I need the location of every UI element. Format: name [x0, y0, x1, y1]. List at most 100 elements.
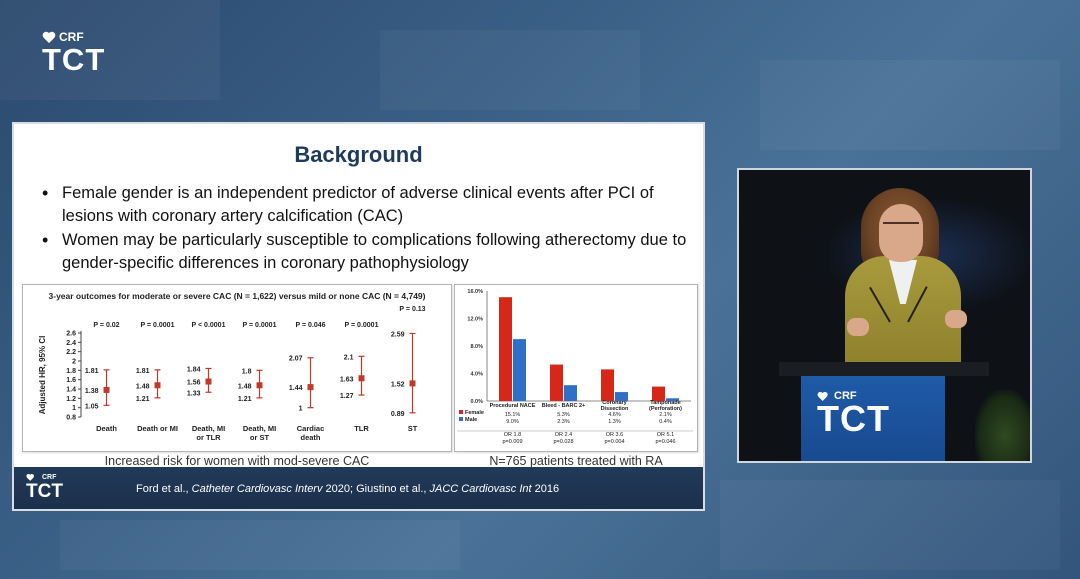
- y-tick-label: 2: [72, 359, 76, 366]
- background-tile: [720, 480, 1060, 570]
- heart-icon: [817, 392, 828, 401]
- category-label: Cardiac: [297, 424, 325, 433]
- ci-low-label: 1.33: [187, 390, 201, 397]
- bullet-item: Female gender is an independent predicto…: [36, 182, 696, 228]
- category-label: ST: [408, 424, 418, 433]
- category-label: Procedural NACE: [490, 403, 536, 409]
- slide-title: Background: [294, 142, 423, 167]
- ci-low-label: 1: [299, 406, 303, 413]
- hazard-ratio-point: [256, 382, 263, 389]
- bar-value-label: 4.6%: [608, 412, 621, 418]
- podium-top: [779, 362, 989, 376]
- y-tick-label: 1: [72, 405, 76, 412]
- bar-value-label: 0.4%: [659, 419, 672, 425]
- bar-male: [513, 339, 526, 401]
- y-tick-label: 2.2: [66, 349, 76, 356]
- y-tick-label: 1.8: [66, 368, 76, 375]
- citation-year-b: 2016: [531, 483, 560, 495]
- bar-value-label: 9.0%: [506, 419, 519, 425]
- hazard-ratio-label: 1.44: [289, 385, 303, 392]
- ci-high-label: 1.81: [85, 368, 99, 375]
- hazard-ratio-label: 1.63: [340, 376, 354, 383]
- legend-label: Male: [465, 417, 477, 423]
- speaker-glasses: [883, 222, 919, 232]
- ci-low-label: 1.05: [85, 403, 99, 410]
- speaker-hand: [945, 310, 967, 328]
- y-axis-label: Adjusted HR, 95% CI: [38, 336, 47, 415]
- podium: CRF TCT: [801, 376, 945, 461]
- ci-high-label: 1.8: [242, 368, 252, 375]
- ci-low-label: 0.89: [391, 411, 405, 418]
- chart-title: 3-year outcomes for moderate or severe C…: [48, 291, 426, 301]
- y-tick-label: 1.2: [66, 396, 76, 403]
- category-label: or ST: [250, 433, 270, 442]
- bar-female: [601, 369, 614, 401]
- hazard-ratio-label: 1.48: [136, 383, 150, 390]
- bar-male: [666, 398, 679, 401]
- slide-footer: CRF TCT Ford et al., Catheter Cardiovasc…: [14, 467, 703, 509]
- bar-value-label: 5.3%: [557, 412, 570, 418]
- p-value-label: P = 0.0001: [243, 322, 277, 329]
- category-label: Bleed - BARC 2+: [542, 403, 586, 409]
- category-label: TLR: [354, 424, 369, 433]
- event-logo-crf: CRF: [59, 30, 84, 44]
- category-label: Coronary: [602, 400, 627, 406]
- ci-high-label: 2.59: [391, 331, 405, 338]
- category-label: Death, MI: [192, 424, 225, 433]
- presentation-slide: Background Female gender is an independe…: [12, 122, 705, 511]
- category-label: or TLR: [196, 433, 221, 442]
- hazard-ratio-point: [307, 384, 314, 391]
- speaker-face: [879, 204, 923, 262]
- background-tile: [760, 60, 1060, 150]
- hazard-ratio-point: [409, 380, 416, 387]
- p-value-label: p=0.046: [655, 439, 675, 445]
- p-value-label: p=0.028: [553, 439, 573, 445]
- y-tick-label: 12.0%: [467, 317, 483, 323]
- bar-value-label: 15.1%: [505, 412, 521, 418]
- y-tick-label: 1.6: [66, 377, 76, 384]
- category-label: (Perforation): [649, 406, 682, 412]
- podium-logo-crf: CRF: [834, 390, 857, 402]
- bar-female: [499, 297, 512, 401]
- odds-ratio-label: OR 1.8: [504, 432, 521, 438]
- heart-icon: [42, 32, 56, 43]
- hazard-ratio-label: 1.38: [85, 388, 99, 395]
- p-value-label: p=0.009: [502, 439, 522, 445]
- event-logo: CRF TCT: [42, 30, 106, 77]
- ci-low-label: 1.27: [340, 393, 354, 400]
- right-chart-caption: N=765 patients treated with RA: [489, 454, 663, 468]
- bullet-list: Female gender is an independent predicto…: [36, 182, 696, 276]
- hazard-ratio-chart: 0.8 1 1.2 1.4 1.6 1.8 2 2.2 2.4 2.6 Adjusted HR, 9…: [38, 306, 426, 442]
- p-value-label: P = 0.0001: [141, 322, 175, 329]
- category-label: Dissection: [601, 406, 629, 412]
- complication-bar-chart: 0.0% 4.0% 8.0% 12.0% 16.0% 15.1%9.0% Procedura…: [457, 289, 693, 445]
- p-value-label: P = 0.02: [93, 322, 119, 329]
- y-tick-label: 2.6: [66, 331, 76, 338]
- y-tick-label: 16.0%: [467, 289, 483, 295]
- bar-male: [564, 385, 577, 401]
- speaker-video: CRF TCT: [737, 168, 1032, 463]
- p-value-label: P = 0.0001: [345, 322, 379, 329]
- category-label: Death: [96, 424, 117, 433]
- speaker-hand: [847, 318, 869, 336]
- background-tile: [380, 30, 640, 110]
- hazard-ratio-label: 1.56: [187, 380, 201, 387]
- event-logo-tct: TCT: [42, 42, 106, 77]
- podium-logo: CRF TCT: [817, 390, 890, 437]
- left-chart-caption: Increased risk for women with mod-severe…: [104, 454, 370, 468]
- citation-year-a: 2020; Giustino et al.,: [322, 483, 430, 495]
- bar-female: [652, 386, 665, 401]
- footer-logo-crf: CRF: [42, 474, 57, 481]
- category-label: Tamponade: [650, 400, 680, 406]
- odds-ratio-label: OR 2.4: [555, 432, 572, 438]
- citation-journal-b: JACC Cardiovasc Int: [429, 483, 532, 495]
- footer-logo-tct: TCT: [26, 481, 63, 502]
- complication-bar-chart-panel: 0.0% 4.0% 8.0% 12.0% 16.0% 15.1% 9.0% Procedura…: [454, 284, 698, 452]
- category-label: Death, MI: [243, 424, 276, 433]
- ci-high-label: 1.84: [187, 366, 201, 373]
- y-tick-label: 8.0%: [470, 344, 483, 350]
- odds-ratio-label: OR 3.6: [606, 432, 623, 438]
- citation: Ford et al., Catheter Cardiovasc Interv …: [136, 483, 559, 495]
- y-tick-label: 4.0%: [470, 372, 483, 378]
- bullet-item: Women may be particularly susceptible to…: [36, 229, 696, 275]
